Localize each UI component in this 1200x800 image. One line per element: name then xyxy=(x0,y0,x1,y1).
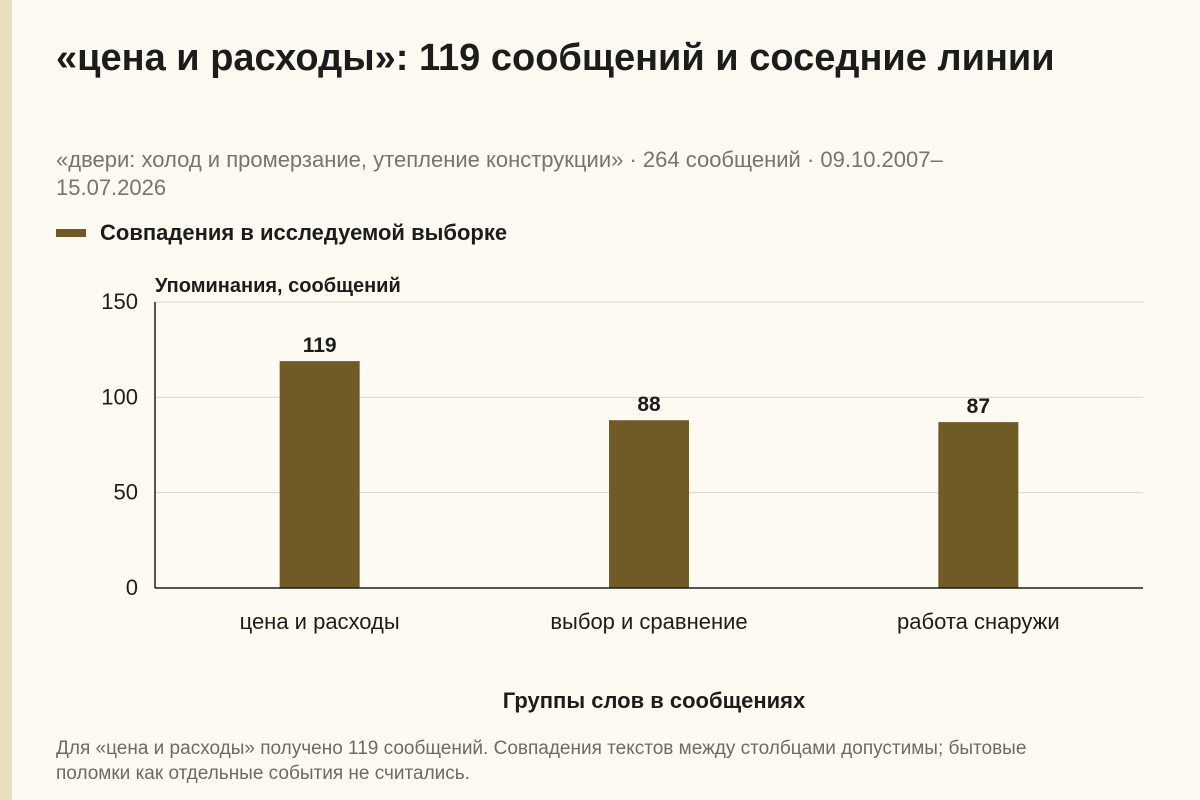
bar-value-label: 88 xyxy=(637,393,661,416)
legend-swatch xyxy=(56,229,86,237)
y-axis-title: Упоминания, сообщений xyxy=(155,275,401,297)
x-tick-label: работа снаружи xyxy=(897,609,1060,634)
chart-subtitle: «двери: холод и промерзание, утепление к… xyxy=(56,147,943,200)
y-tick-label: 100 xyxy=(101,384,138,409)
chart-title: «цена и расходы»: 119 сообщений и соседн… xyxy=(56,37,1055,79)
bar xyxy=(609,420,689,588)
bars xyxy=(279,361,1019,588)
y-tick-label: 50 xyxy=(114,480,138,505)
labels: 0 50 100 150 119 цена и расходы 88 выбор и срав… xyxy=(101,275,1059,713)
y-tick-label: 0 xyxy=(126,575,138,600)
x-axis-title: Группы слов в сообщениях xyxy=(503,688,806,713)
footnote: Для «цена и расходы» получено 119 сообще… xyxy=(56,738,1027,784)
bar xyxy=(938,422,1019,588)
legend-label: Совпадения в исследуемой выборке xyxy=(100,220,508,245)
bar-value-label: 87 xyxy=(967,395,990,418)
axes xyxy=(154,302,1143,589)
bar-value-label: 119 xyxy=(303,334,337,357)
x-tick-label: цена и расходы xyxy=(240,609,400,634)
left-accent-stripe xyxy=(0,0,12,800)
y-tick-label: 150 xyxy=(101,289,138,314)
legend: Совпадения в исследуемой выборке xyxy=(56,216,507,250)
x-tick-label: выбор и сравнение xyxy=(550,609,747,634)
bar xyxy=(279,361,360,588)
